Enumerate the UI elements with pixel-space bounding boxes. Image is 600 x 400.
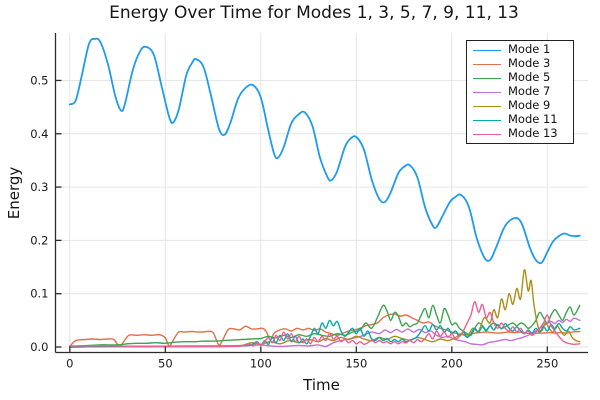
- legend-label: Mode 13: [508, 126, 558, 141]
- series-line-mode-3: [69, 313, 581, 348]
- series-line-mode-11: [69, 319, 581, 348]
- legend-swatch: [473, 63, 501, 65]
- legend-label: Mode 1: [508, 42, 551, 57]
- y-tick-label: 0.5: [30, 73, 48, 87]
- x-tick-label: 100: [250, 357, 272, 371]
- y-tick-label: 0.2: [30, 233, 48, 247]
- series-line-mode-5: [69, 304, 581, 348]
- legend-label: Mode 9: [508, 98, 551, 113]
- x-tick-label: 150: [345, 357, 367, 371]
- y-tick-label: 0.0: [30, 340, 48, 354]
- x-tick-label: 50: [158, 357, 173, 371]
- x-tick-label: 200: [441, 357, 463, 371]
- series-line-mode-1: [68, 37, 581, 265]
- x-tick-label: 0: [66, 357, 73, 371]
- legend-item-mode-13: Mode 13: [473, 128, 567, 141]
- chart-title: Energy Over Time for Modes 1, 3, 5, 7, 9…: [109, 3, 519, 23]
- legend-swatch: [473, 133, 501, 135]
- legend-swatch: [473, 49, 501, 51]
- legend-item-mode-11: Mode 11: [473, 114, 567, 127]
- x-tick-label: 250: [536, 357, 558, 371]
- legend-item-mode-3: Mode 3: [473, 58, 567, 71]
- y-tick-label: 0.4: [30, 127, 48, 141]
- legend-item-mode-1: Mode 1: [473, 44, 567, 57]
- y-tick-label: 0.1: [30, 287, 48, 301]
- legend-item-mode-7: Mode 7: [473, 86, 567, 99]
- legend-swatch: [473, 119, 501, 121]
- series-line-mode-13: [69, 300, 581, 348]
- legend-label: Mode 5: [508, 70, 551, 85]
- legend-swatch: [473, 105, 501, 107]
- y-tick-label: 0.3: [30, 180, 48, 194]
- legend-item-mode-9: Mode 9: [473, 100, 567, 113]
- legend-swatch: [473, 77, 501, 79]
- legend-label: Mode 3: [508, 56, 551, 71]
- legend-label: Mode 7: [508, 84, 551, 99]
- series-line-mode-7: [69, 317, 581, 348]
- legend-label: Mode 11: [508, 112, 558, 127]
- legend: Mode 1 Mode 3 Mode 5 Mode 7 Mode 9 Mode 11 Mod…: [466, 40, 574, 144]
- legend-item-mode-5: Mode 5: [473, 72, 567, 85]
- legend-swatch: [473, 91, 501, 93]
- x-axis-label: Time: [303, 376, 340, 394]
